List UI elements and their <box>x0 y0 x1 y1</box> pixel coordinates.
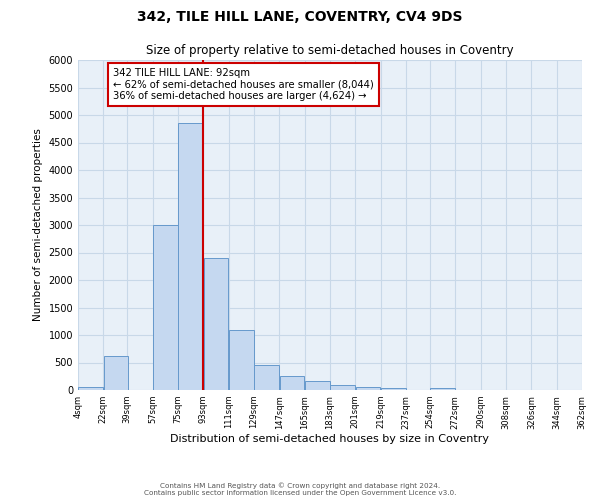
Bar <box>229 330 254 390</box>
Text: Contains HM Land Registry data © Crown copyright and database right 2024.: Contains HM Land Registry data © Crown c… <box>160 482 440 489</box>
Text: Contains public sector information licensed under the Open Government Licence v3: Contains public sector information licen… <box>144 490 456 496</box>
Bar <box>430 388 455 390</box>
Bar <box>153 225 178 390</box>
Bar <box>178 123 203 390</box>
Bar <box>104 356 128 390</box>
Text: 342 TILE HILL LANE: 92sqm
← 62% of semi-detached houses are smaller (8,044)
36% : 342 TILE HILL LANE: 92sqm ← 62% of semi-… <box>113 68 374 102</box>
X-axis label: Distribution of semi-detached houses by size in Coventry: Distribution of semi-detached houses by … <box>170 434 490 444</box>
Y-axis label: Number of semi-detached properties: Number of semi-detached properties <box>33 128 43 322</box>
Bar <box>305 381 330 390</box>
Bar <box>381 388 406 390</box>
Bar <box>203 258 229 390</box>
Bar <box>280 376 304 390</box>
Bar <box>330 385 355 390</box>
Text: 342, TILE HILL LANE, COVENTRY, CV4 9DS: 342, TILE HILL LANE, COVENTRY, CV4 9DS <box>137 10 463 24</box>
Title: Size of property relative to semi-detached houses in Coventry: Size of property relative to semi-detach… <box>146 44 514 58</box>
Bar <box>78 387 103 390</box>
Bar <box>254 364 279 390</box>
Bar <box>356 386 380 390</box>
